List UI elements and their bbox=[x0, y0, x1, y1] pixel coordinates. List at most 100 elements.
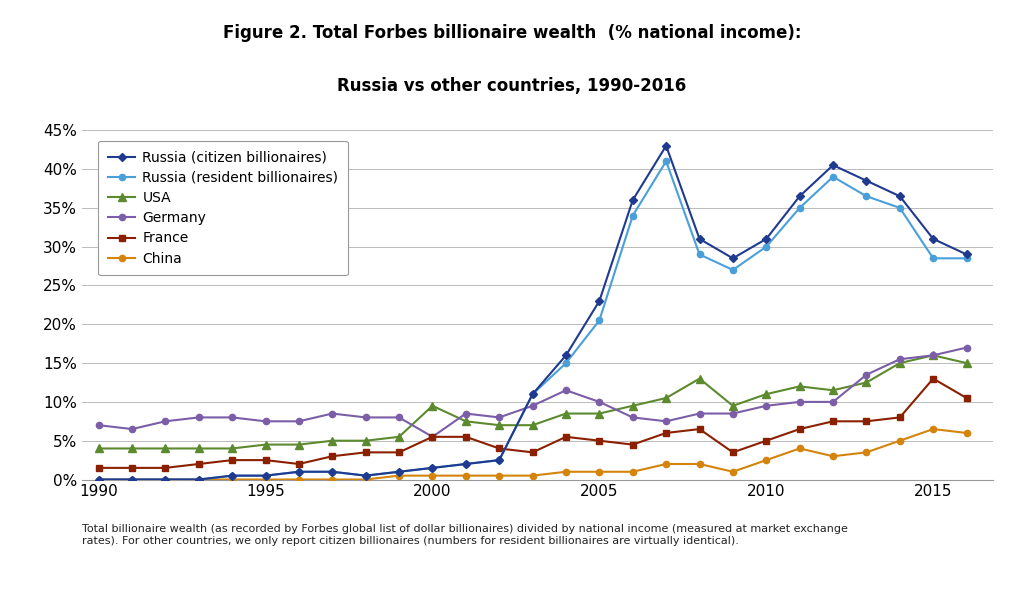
China bbox=[827, 453, 840, 460]
France bbox=[526, 449, 539, 456]
Line: USA: USA bbox=[95, 352, 971, 452]
France bbox=[393, 449, 406, 456]
Germany bbox=[526, 402, 539, 409]
USA bbox=[827, 387, 840, 394]
USA bbox=[660, 394, 673, 401]
Russia (citizen billionaires) bbox=[92, 476, 104, 483]
Russia (resident billionaires) bbox=[359, 472, 372, 479]
Russia (citizen billionaires) bbox=[593, 297, 605, 304]
Germany bbox=[794, 398, 806, 406]
USA bbox=[627, 402, 639, 409]
Russia (resident billionaires) bbox=[327, 468, 339, 475]
USA bbox=[860, 379, 872, 386]
China bbox=[693, 461, 706, 468]
Russia (citizen billionaires) bbox=[259, 472, 271, 479]
Russia (resident billionaires) bbox=[927, 255, 939, 262]
Russia (citizen billionaires) bbox=[860, 177, 872, 184]
Russia (resident billionaires) bbox=[593, 317, 605, 324]
France bbox=[693, 426, 706, 433]
USA bbox=[160, 445, 172, 452]
Russia (citizen billionaires) bbox=[226, 472, 239, 479]
USA bbox=[259, 441, 271, 448]
Russia (citizen billionaires) bbox=[927, 236, 939, 243]
Germany bbox=[327, 410, 339, 417]
Line: Germany: Germany bbox=[95, 345, 970, 440]
USA bbox=[226, 445, 239, 452]
USA bbox=[693, 375, 706, 382]
France bbox=[593, 437, 605, 444]
Russia (resident billionaires) bbox=[226, 472, 239, 479]
France bbox=[160, 464, 172, 471]
Russia (citizen billionaires) bbox=[693, 236, 706, 243]
France bbox=[660, 429, 673, 436]
Russia (citizen billionaires) bbox=[894, 192, 906, 200]
France bbox=[359, 449, 372, 456]
Germany bbox=[727, 410, 739, 417]
Russia (resident billionaires) bbox=[894, 204, 906, 211]
Russia (resident billionaires) bbox=[494, 456, 506, 464]
China bbox=[293, 476, 305, 483]
China bbox=[494, 472, 506, 479]
Germany bbox=[593, 398, 605, 406]
Germany bbox=[494, 414, 506, 421]
USA bbox=[494, 422, 506, 429]
Russia (citizen billionaires) bbox=[160, 476, 172, 483]
USA bbox=[393, 433, 406, 440]
China bbox=[560, 468, 572, 475]
USA bbox=[359, 437, 372, 444]
China bbox=[193, 476, 205, 483]
France bbox=[494, 445, 506, 452]
France bbox=[293, 461, 305, 468]
Russia (resident billionaires) bbox=[526, 391, 539, 398]
USA bbox=[927, 352, 939, 359]
Russia (citizen billionaires) bbox=[526, 391, 539, 398]
China bbox=[927, 426, 939, 433]
France bbox=[860, 418, 872, 425]
France bbox=[894, 414, 906, 421]
Russia (citizen billionaires) bbox=[327, 468, 339, 475]
France bbox=[126, 464, 138, 471]
China bbox=[359, 476, 372, 483]
France bbox=[560, 433, 572, 440]
China bbox=[627, 468, 639, 475]
USA bbox=[426, 402, 438, 409]
Germany bbox=[293, 418, 305, 425]
USA bbox=[593, 410, 605, 417]
Russia (citizen billionaires) bbox=[560, 352, 572, 359]
USA bbox=[293, 441, 305, 448]
USA bbox=[760, 391, 772, 398]
Germany bbox=[760, 402, 772, 409]
Germany bbox=[693, 410, 706, 417]
Germany bbox=[827, 398, 840, 406]
Text: Russia vs other countries, 1990-2016: Russia vs other countries, 1990-2016 bbox=[337, 77, 687, 95]
Russia (resident billionaires) bbox=[660, 157, 673, 165]
USA bbox=[560, 410, 572, 417]
China bbox=[660, 461, 673, 468]
Russia (resident billionaires) bbox=[794, 204, 806, 211]
China bbox=[426, 472, 438, 479]
China bbox=[259, 476, 271, 483]
Russia (resident billionaires) bbox=[293, 468, 305, 475]
China bbox=[727, 468, 739, 475]
Russia (resident billionaires) bbox=[860, 192, 872, 200]
China bbox=[460, 472, 472, 479]
Russia (resident billionaires) bbox=[961, 255, 973, 262]
China bbox=[760, 456, 772, 464]
Germany bbox=[259, 418, 271, 425]
Text: Figure 2. Total Forbes billionaire wealth  (% national income):: Figure 2. Total Forbes billionaire wealt… bbox=[223, 24, 801, 41]
Russia (resident billionaires) bbox=[693, 251, 706, 258]
Russia (resident billionaires) bbox=[160, 476, 172, 483]
France bbox=[827, 418, 840, 425]
France bbox=[460, 433, 472, 440]
Russia (resident billionaires) bbox=[393, 468, 406, 475]
Russia (resident billionaires) bbox=[426, 464, 438, 471]
Russia (resident billionaires) bbox=[627, 212, 639, 219]
Germany bbox=[627, 414, 639, 421]
France bbox=[961, 394, 973, 401]
China bbox=[794, 445, 806, 452]
France bbox=[727, 449, 739, 456]
Russia (resident billionaires) bbox=[727, 266, 739, 274]
Russia (citizen billionaires) bbox=[126, 476, 138, 483]
Germany bbox=[860, 371, 872, 378]
Germany bbox=[426, 433, 438, 440]
